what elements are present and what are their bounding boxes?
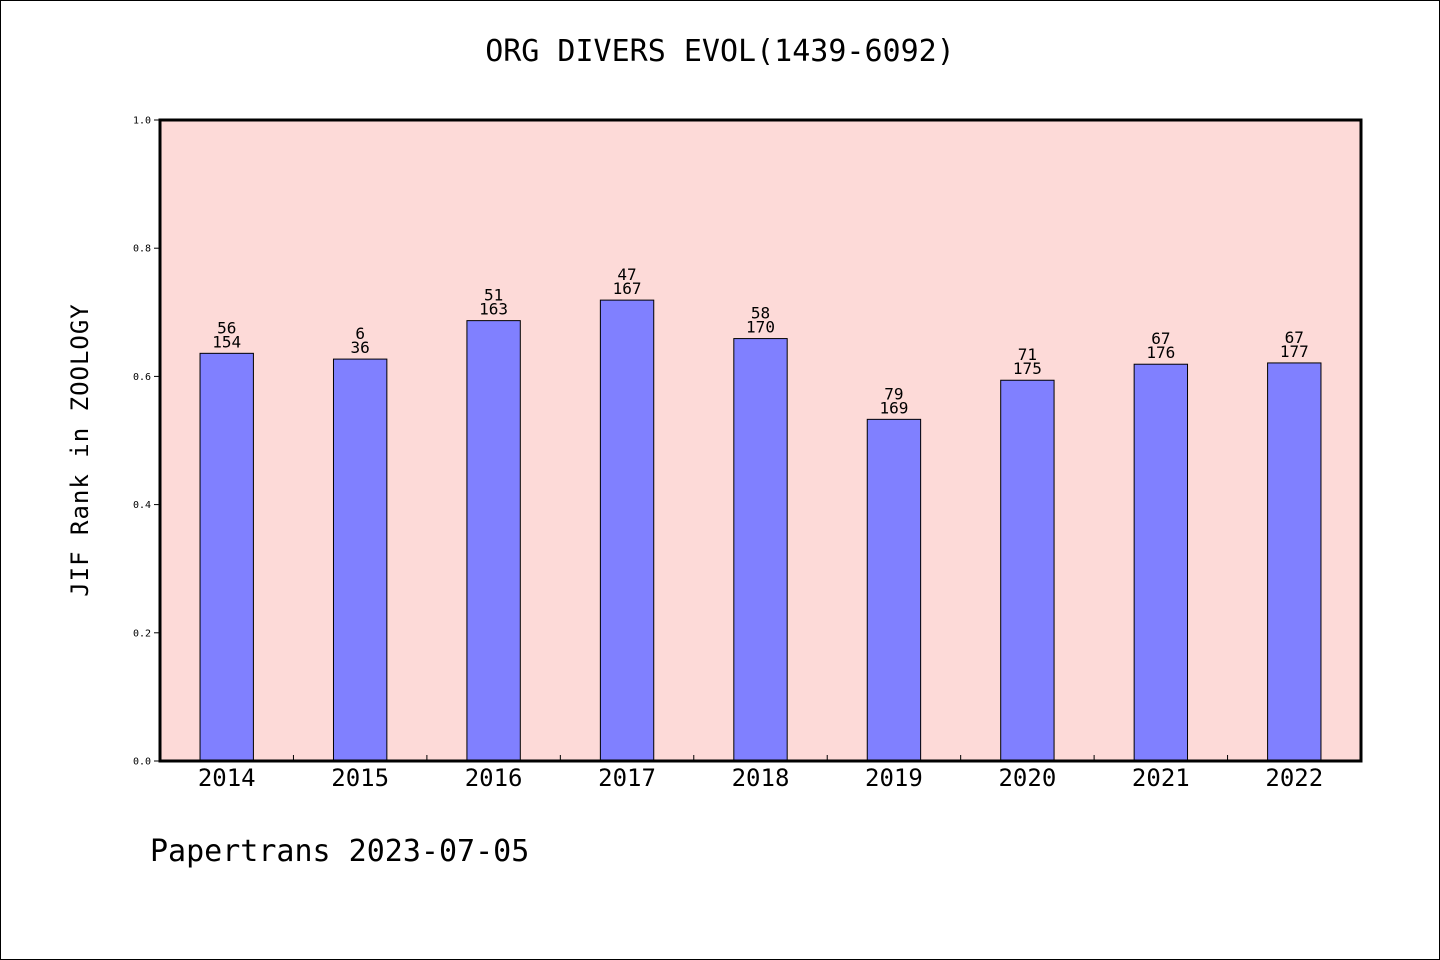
x-tick-label: 2020 bbox=[998, 764, 1056, 792]
total-label: 167 bbox=[613, 279, 642, 298]
y-tick-label: 1.0 bbox=[133, 116, 151, 127]
rank-label: 58 bbox=[751, 304, 770, 323]
rank-label: 51 bbox=[484, 286, 503, 305]
rank-label: 47 bbox=[617, 265, 636, 284]
rank-label: 71 bbox=[1018, 345, 1037, 364]
bar-2014 bbox=[199, 352, 254, 762]
total-label: 176 bbox=[1146, 343, 1175, 362]
bars bbox=[199, 299, 1322, 762]
plot-border bbox=[158, 118, 1363, 763]
rank-label: 56 bbox=[217, 318, 236, 337]
y-tick-label: 0.2 bbox=[133, 628, 151, 639]
bar-2022 bbox=[1267, 362, 1322, 762]
y-tick-label: 0.8 bbox=[133, 244, 151, 255]
bar-2019 bbox=[866, 418, 922, 762]
x-tick-label: 2021 bbox=[1132, 764, 1190, 792]
total-label: 169 bbox=[879, 398, 908, 417]
x-tick-label: 2014 bbox=[198, 764, 256, 792]
y-tick-label: 0.6 bbox=[133, 372, 151, 383]
bar-2020 bbox=[1000, 379, 1055, 762]
x-tick-label: 2017 bbox=[598, 764, 656, 792]
bar-2021 bbox=[1133, 363, 1189, 762]
footer-note: Papertrans 2023-07-05 bbox=[150, 834, 530, 869]
rank-label: 67 bbox=[1151, 329, 1170, 348]
bar-2018 bbox=[733, 338, 788, 762]
total-label: 175 bbox=[1013, 359, 1042, 378]
total-label: 170 bbox=[746, 318, 775, 337]
x-tick-label: 2018 bbox=[732, 764, 790, 792]
x-axis: 2014 2015 2016 2017 2018 2019 2020 2021 2022 bbox=[198, 755, 1323, 792]
bar-2015 bbox=[332, 358, 388, 762]
y-axis: 0.0 0.2 0.4 0.6 0.8 1.0 bbox=[133, 116, 160, 768]
rank-label: 79 bbox=[884, 384, 903, 403]
total-label: 163 bbox=[479, 300, 508, 319]
y-tick-label: 0.4 bbox=[133, 500, 151, 511]
bar-2016 bbox=[466, 320, 521, 762]
bar-2017 bbox=[599, 299, 655, 762]
total-label: 36 bbox=[351, 338, 370, 357]
rank-label: 6 bbox=[355, 324, 365, 343]
y-tick-label: 0.0 bbox=[133, 757, 151, 768]
rank-label: 67 bbox=[1285, 328, 1304, 347]
total-label: 177 bbox=[1280, 342, 1309, 361]
chart-title: ORG DIVERS EVOL(1439-6092) bbox=[485, 34, 955, 69]
x-tick-label: 2016 bbox=[465, 764, 523, 792]
x-tick-label: 2019 bbox=[865, 764, 923, 792]
total-label: 154 bbox=[212, 332, 241, 351]
x-tick-label: 2022 bbox=[1265, 764, 1323, 792]
x-tick-label: 2015 bbox=[331, 764, 389, 792]
